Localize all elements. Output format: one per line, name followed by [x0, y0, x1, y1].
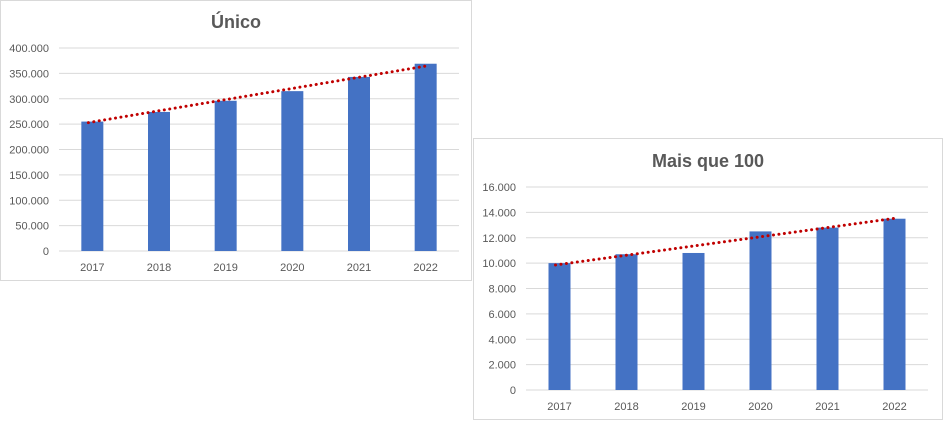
- bar-2022: [883, 218, 906, 390]
- x-tick-label: 2022: [882, 401, 906, 413]
- bar-2019: [682, 252, 705, 390]
- bar-2020: [281, 91, 304, 251]
- y-tick-label: 12.000: [482, 233, 516, 245]
- bar-2017: [548, 263, 571, 390]
- y-tick-label: 250.000: [9, 119, 49, 131]
- y-tick-label: 200.000: [9, 145, 49, 157]
- bar-2020: [749, 231, 772, 390]
- x-tick-label: 2017: [80, 262, 104, 274]
- x-tick-label: 2018: [147, 262, 171, 274]
- bar-2022: [414, 63, 437, 251]
- y-tick-label: 0: [43, 246, 49, 258]
- y-tick-label: 350.000: [9, 68, 49, 80]
- x-tick-label: 2019: [681, 401, 705, 413]
- y-tick-label: 10.000: [482, 258, 516, 270]
- chart-unico: 0 50.000 100.000 150.000 200.000 250.000 300.0…: [9, 43, 459, 274]
- y-tick-label: 6.000: [488, 309, 516, 321]
- y-tick-label: 0: [510, 385, 516, 397]
- x-tick-label: 2017: [547, 401, 571, 413]
- y-tick-label: 2.000: [488, 360, 516, 372]
- trendline: [86, 64, 430, 125]
- y-tick-label: 16.000: [482, 182, 516, 194]
- x-tick-label: 2020: [280, 262, 304, 274]
- x-tick-label: 2022: [413, 262, 437, 274]
- x-tick-label: 2021: [347, 262, 371, 274]
- trendline: [554, 216, 898, 267]
- y-tick-label: 400.000: [9, 43, 49, 55]
- bar-2018: [148, 111, 170, 251]
- chart-panel-mais-que-100: Mais que 100 0 2.000 4.000 6.000 8.000 10.000…: [473, 138, 943, 420]
- y-tick-label: 50.000: [15, 221, 49, 233]
- bar-2018: [615, 254, 638, 390]
- chart-panel-unico: Único 0 50.000 100.000 150.000 200.000 250.00…: [0, 0, 472, 281]
- bar-2021: [348, 76, 370, 252]
- chart-title: Mais que 100: [651, 151, 765, 171]
- y-tick-label: 8.000: [488, 284, 516, 296]
- x-tick-label: 2018: [614, 401, 638, 413]
- y-tick-label: 14.000: [482, 207, 516, 219]
- x-tick-label: 2021: [815, 401, 839, 413]
- y-tick-label: 150.000: [9, 170, 49, 182]
- y-tick-label: 100.000: [9, 195, 49, 207]
- chart-mais-que-100: 0 2.000 4.000 6.000 8.000 10.000 12.000 14.000 1…: [482, 182, 928, 413]
- y-tick-label: 4.000: [488, 334, 516, 346]
- x-tick-label: 2019: [213, 262, 237, 274]
- y-tick-label: 300.000: [9, 94, 49, 106]
- bar-2019: [214, 100, 237, 251]
- bar-2021: [816, 227, 839, 390]
- x-tick-label: 2020: [748, 401, 772, 413]
- chart-title: Único: [210, 12, 261, 32]
- bar-2017: [81, 121, 104, 252]
